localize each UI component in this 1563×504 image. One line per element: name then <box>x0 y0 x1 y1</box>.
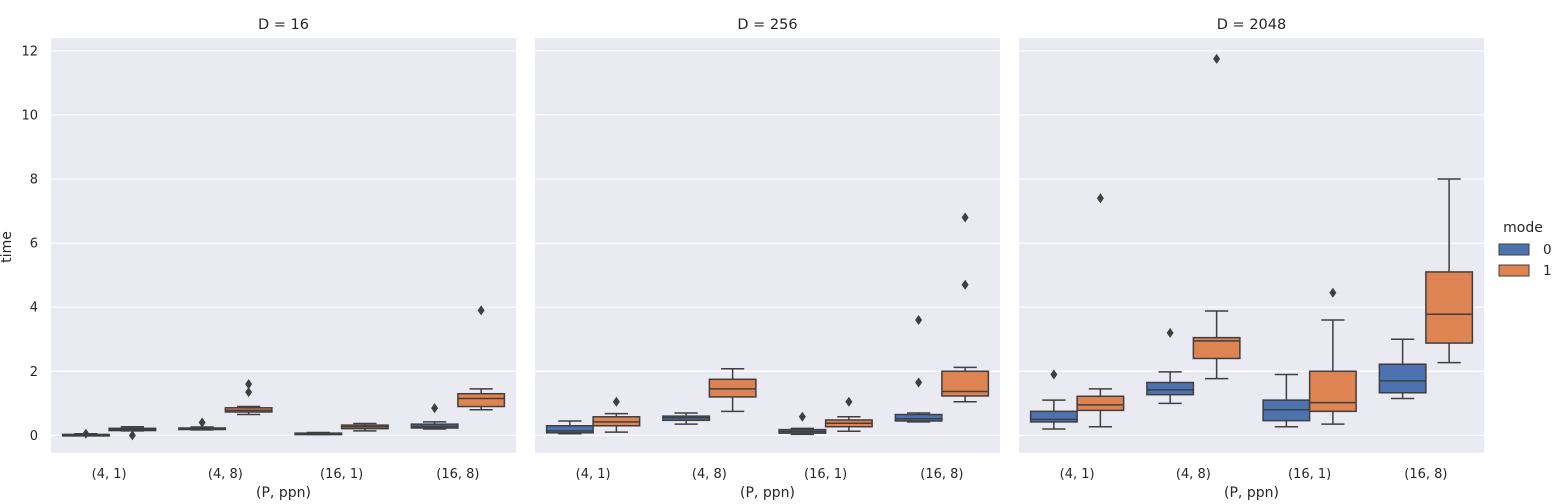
box-mode-1 <box>1076 193 1125 428</box>
box-mode-0 <box>545 420 594 435</box>
y-tick-label: 6 <box>30 237 38 252</box>
x-tick-label: (16, 1) <box>320 467 363 482</box>
iqr-box <box>457 392 506 408</box>
panel-background <box>51 38 516 453</box>
box-mode-0 <box>894 315 943 423</box>
panel-title: D = 256 <box>737 17 797 33</box>
iqr-box <box>1146 381 1195 396</box>
facet-panel: D = 2048 (4, 1) (4, 8) (16, 1) (16, 8) (P, pp… <box>1019 17 1484 501</box>
outlier-point <box>1329 287 1337 298</box>
facet-panel: D = 16 (4, 1) (4, 8) (16, 1) (16, 8) (P, ppn) <box>51 17 516 501</box>
legend-label: 1 <box>1543 263 1552 279</box>
outlier-point <box>612 396 620 407</box>
outlier-point <box>961 279 969 290</box>
legend-title: mode <box>1503 220 1543 236</box>
box-mode-0 <box>1378 338 1427 400</box>
x-tick-label: (4, 1) <box>1060 467 1095 482</box>
y-tick-label: 2 <box>30 365 38 380</box>
y-axis-label: time <box>0 231 15 263</box>
x-tick-label: (16, 1) <box>804 467 847 482</box>
y-tick-label: 4 <box>30 301 38 316</box>
legend-label: 0 <box>1543 242 1552 258</box>
iqr-box <box>1308 370 1357 413</box>
box-mode-1 <box>1308 287 1357 425</box>
outlier-point <box>961 212 969 223</box>
iqr-box <box>941 370 990 397</box>
box-mode-1 <box>224 379 273 416</box>
iqr-box <box>1378 363 1427 394</box>
box-mode-1 <box>108 425 157 441</box>
box-mode-1 <box>340 422 389 432</box>
panel-title: D = 16 <box>258 17 309 33</box>
x-tick-label: (16, 8) <box>920 467 963 482</box>
outlier-point <box>915 377 923 388</box>
box-mode-0 <box>1262 373 1311 428</box>
x-tick-label: (16, 8) <box>436 467 479 482</box>
x-tick-label: (4, 1) <box>92 467 127 482</box>
outlier-point <box>915 315 923 326</box>
outlier-point <box>1166 327 1174 338</box>
y-tick-label: 10 <box>21 108 38 123</box>
y-tick-label: 12 <box>21 44 38 59</box>
iqr-box <box>545 425 594 434</box>
x-tick-label: (4, 8) <box>208 467 243 482</box>
outlier-point <box>798 411 806 422</box>
y-tick-label: 8 <box>30 173 38 188</box>
box-mode-0 <box>1029 369 1078 430</box>
x-tick-label: (16, 8) <box>1404 467 1447 482</box>
x-tick-label: (4, 8) <box>1176 467 1211 482</box>
box-mode-0 <box>178 417 227 431</box>
x-axis-label: (P, ppn) <box>256 485 311 500</box>
x-tick-label: (4, 8) <box>692 467 727 482</box>
iqr-box <box>1076 395 1125 412</box>
outlier-point <box>245 379 253 390</box>
box-mode-0 <box>61 428 110 439</box>
outlier-point <box>128 430 136 441</box>
box-mode-1 <box>824 396 873 432</box>
box-mode-1 <box>941 212 990 403</box>
iqr-box <box>894 413 943 422</box>
outlier-point <box>477 305 485 316</box>
box-mode-0 <box>778 411 827 436</box>
x-tick-label: (4, 1) <box>576 467 611 482</box>
iqr-box <box>1029 410 1078 423</box>
outlier-point <box>431 403 439 414</box>
outlier-point <box>198 417 206 428</box>
outlier-point <box>1050 369 1058 380</box>
box-mode-0 <box>662 412 711 425</box>
box-mode-0 <box>294 431 343 436</box>
outlier-point <box>82 428 90 439</box>
outlier-point <box>845 396 853 407</box>
iqr-box <box>1192 336 1241 360</box>
facet-panel: D = 256 (4, 1) (4, 8) (16, 1) (16, 8) (P, ppn… <box>535 17 1000 501</box>
legend-swatch <box>1498 264 1530 277</box>
box-mode-1 <box>1425 178 1474 364</box>
legend-swatch <box>1498 243 1530 256</box>
outlier-point <box>1213 53 1221 64</box>
iqr-box <box>708 378 757 398</box>
outlier-point <box>1096 193 1104 204</box>
x-axis-label: (P, ppn) <box>1224 485 1279 500</box>
outlier-point <box>245 387 253 398</box>
box-mode-0 <box>410 403 459 430</box>
x-tick-label: (16, 1) <box>1288 467 1331 482</box>
box-mode-1 <box>592 396 641 433</box>
panel-background <box>535 38 1000 453</box>
box-mode-1 <box>708 367 757 413</box>
x-axis-label: (P, ppn) <box>740 485 795 500</box>
iqr-box <box>1425 271 1474 344</box>
y-tick-label: 0 <box>30 429 38 444</box>
box-mode-1 <box>457 305 506 411</box>
box-mode-1 <box>1192 53 1241 380</box>
box-mode-0 <box>1146 327 1195 405</box>
panel-title: D = 2048 <box>1217 17 1286 33</box>
